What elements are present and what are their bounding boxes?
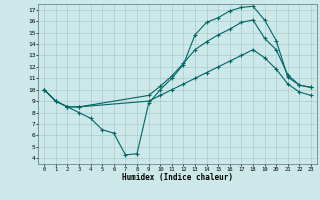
X-axis label: Humidex (Indice chaleur): Humidex (Indice chaleur) bbox=[122, 173, 233, 182]
